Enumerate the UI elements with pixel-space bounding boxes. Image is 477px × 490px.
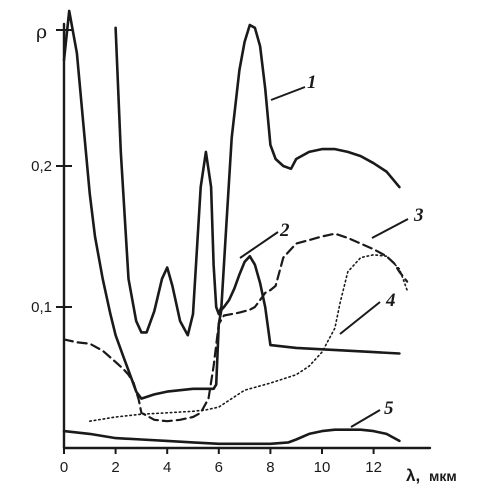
series-4-line <box>89 254 408 423</box>
series-3-line <box>62 232 409 423</box>
curve-4-label: 4 <box>385 290 396 311</box>
y-tick-label: 0,2 <box>31 158 52 175</box>
x-tick-label: 6 <box>215 459 223 476</box>
ticks: 0 2 4 6 8 10 120,10,2 <box>31 29 382 476</box>
x-tick-label: 0 <box>60 459 68 476</box>
x-tick-label: 12 <box>365 459 382 476</box>
x-axis-label: λ, <box>406 466 420 485</box>
curve-5-label: 5 <box>384 398 394 419</box>
y-axis-label: ρ <box>36 21 47 43</box>
curve-2-label: 2 <box>279 220 290 241</box>
x-tick-label: 10 <box>314 459 331 476</box>
series-5-line <box>62 428 401 446</box>
curve-4-leader <box>339 301 381 335</box>
y-tick-label: 0,1 <box>31 299 52 316</box>
series-2-line <box>62 9 401 400</box>
curve-1-leader <box>270 86 306 101</box>
curve-3-label: 3 <box>413 205 424 226</box>
curve-1-label: 1 <box>307 72 317 93</box>
curve-3-leader <box>371 218 409 239</box>
series-group <box>62 9 409 446</box>
series-1-line <box>114 23 401 337</box>
curve-2-leader <box>239 231 279 259</box>
x-tick-label: 4 <box>163 459 171 476</box>
axes: ρ λ, мкм <box>36 21 457 485</box>
curve-labels: 1 2 3 4 5 <box>239 72 424 428</box>
x-tick-label: 2 <box>111 459 119 476</box>
x-tick-label: 8 <box>266 459 274 476</box>
x-axis-unit: мкм <box>429 468 457 484</box>
curve-5-leader <box>350 409 381 428</box>
